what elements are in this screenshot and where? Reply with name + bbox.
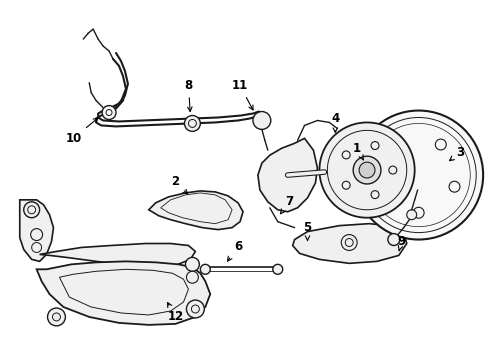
- Circle shape: [371, 191, 379, 199]
- Polygon shape: [20, 200, 53, 261]
- Polygon shape: [40, 243, 196, 267]
- Text: 3: 3: [450, 146, 465, 161]
- Circle shape: [319, 122, 415, 218]
- Circle shape: [184, 116, 200, 131]
- Circle shape: [353, 156, 381, 184]
- Text: 5: 5: [303, 221, 312, 240]
- Circle shape: [371, 141, 379, 149]
- Circle shape: [389, 166, 397, 174]
- Circle shape: [187, 271, 198, 283]
- Circle shape: [449, 181, 460, 192]
- Circle shape: [102, 105, 116, 120]
- Polygon shape: [149, 191, 243, 230]
- Circle shape: [48, 308, 65, 326]
- Text: 7: 7: [280, 195, 294, 214]
- Polygon shape: [293, 224, 407, 264]
- Text: 9: 9: [398, 235, 406, 251]
- Circle shape: [200, 264, 210, 274]
- Circle shape: [253, 112, 271, 129]
- Polygon shape: [258, 138, 318, 212]
- Circle shape: [435, 139, 446, 150]
- Circle shape: [185, 257, 199, 271]
- Text: 1: 1: [353, 142, 364, 160]
- Circle shape: [24, 202, 40, 218]
- Circle shape: [342, 181, 350, 189]
- Text: 8: 8: [184, 79, 193, 112]
- Circle shape: [407, 210, 416, 220]
- Circle shape: [413, 207, 424, 218]
- Text: 6: 6: [227, 240, 242, 261]
- Circle shape: [359, 162, 375, 178]
- Text: 4: 4: [331, 112, 340, 132]
- Circle shape: [354, 111, 483, 239]
- Circle shape: [388, 234, 400, 246]
- Text: 11: 11: [232, 79, 253, 110]
- Circle shape: [187, 300, 204, 318]
- Circle shape: [31, 229, 43, 240]
- Circle shape: [342, 151, 350, 159]
- Polygon shape: [37, 261, 210, 325]
- Text: 10: 10: [65, 118, 98, 145]
- Circle shape: [391, 139, 402, 150]
- Circle shape: [32, 243, 42, 252]
- Circle shape: [273, 264, 283, 274]
- Text: 2: 2: [172, 175, 188, 194]
- Text: 12: 12: [168, 303, 184, 323]
- Circle shape: [341, 235, 357, 251]
- Circle shape: [377, 181, 388, 192]
